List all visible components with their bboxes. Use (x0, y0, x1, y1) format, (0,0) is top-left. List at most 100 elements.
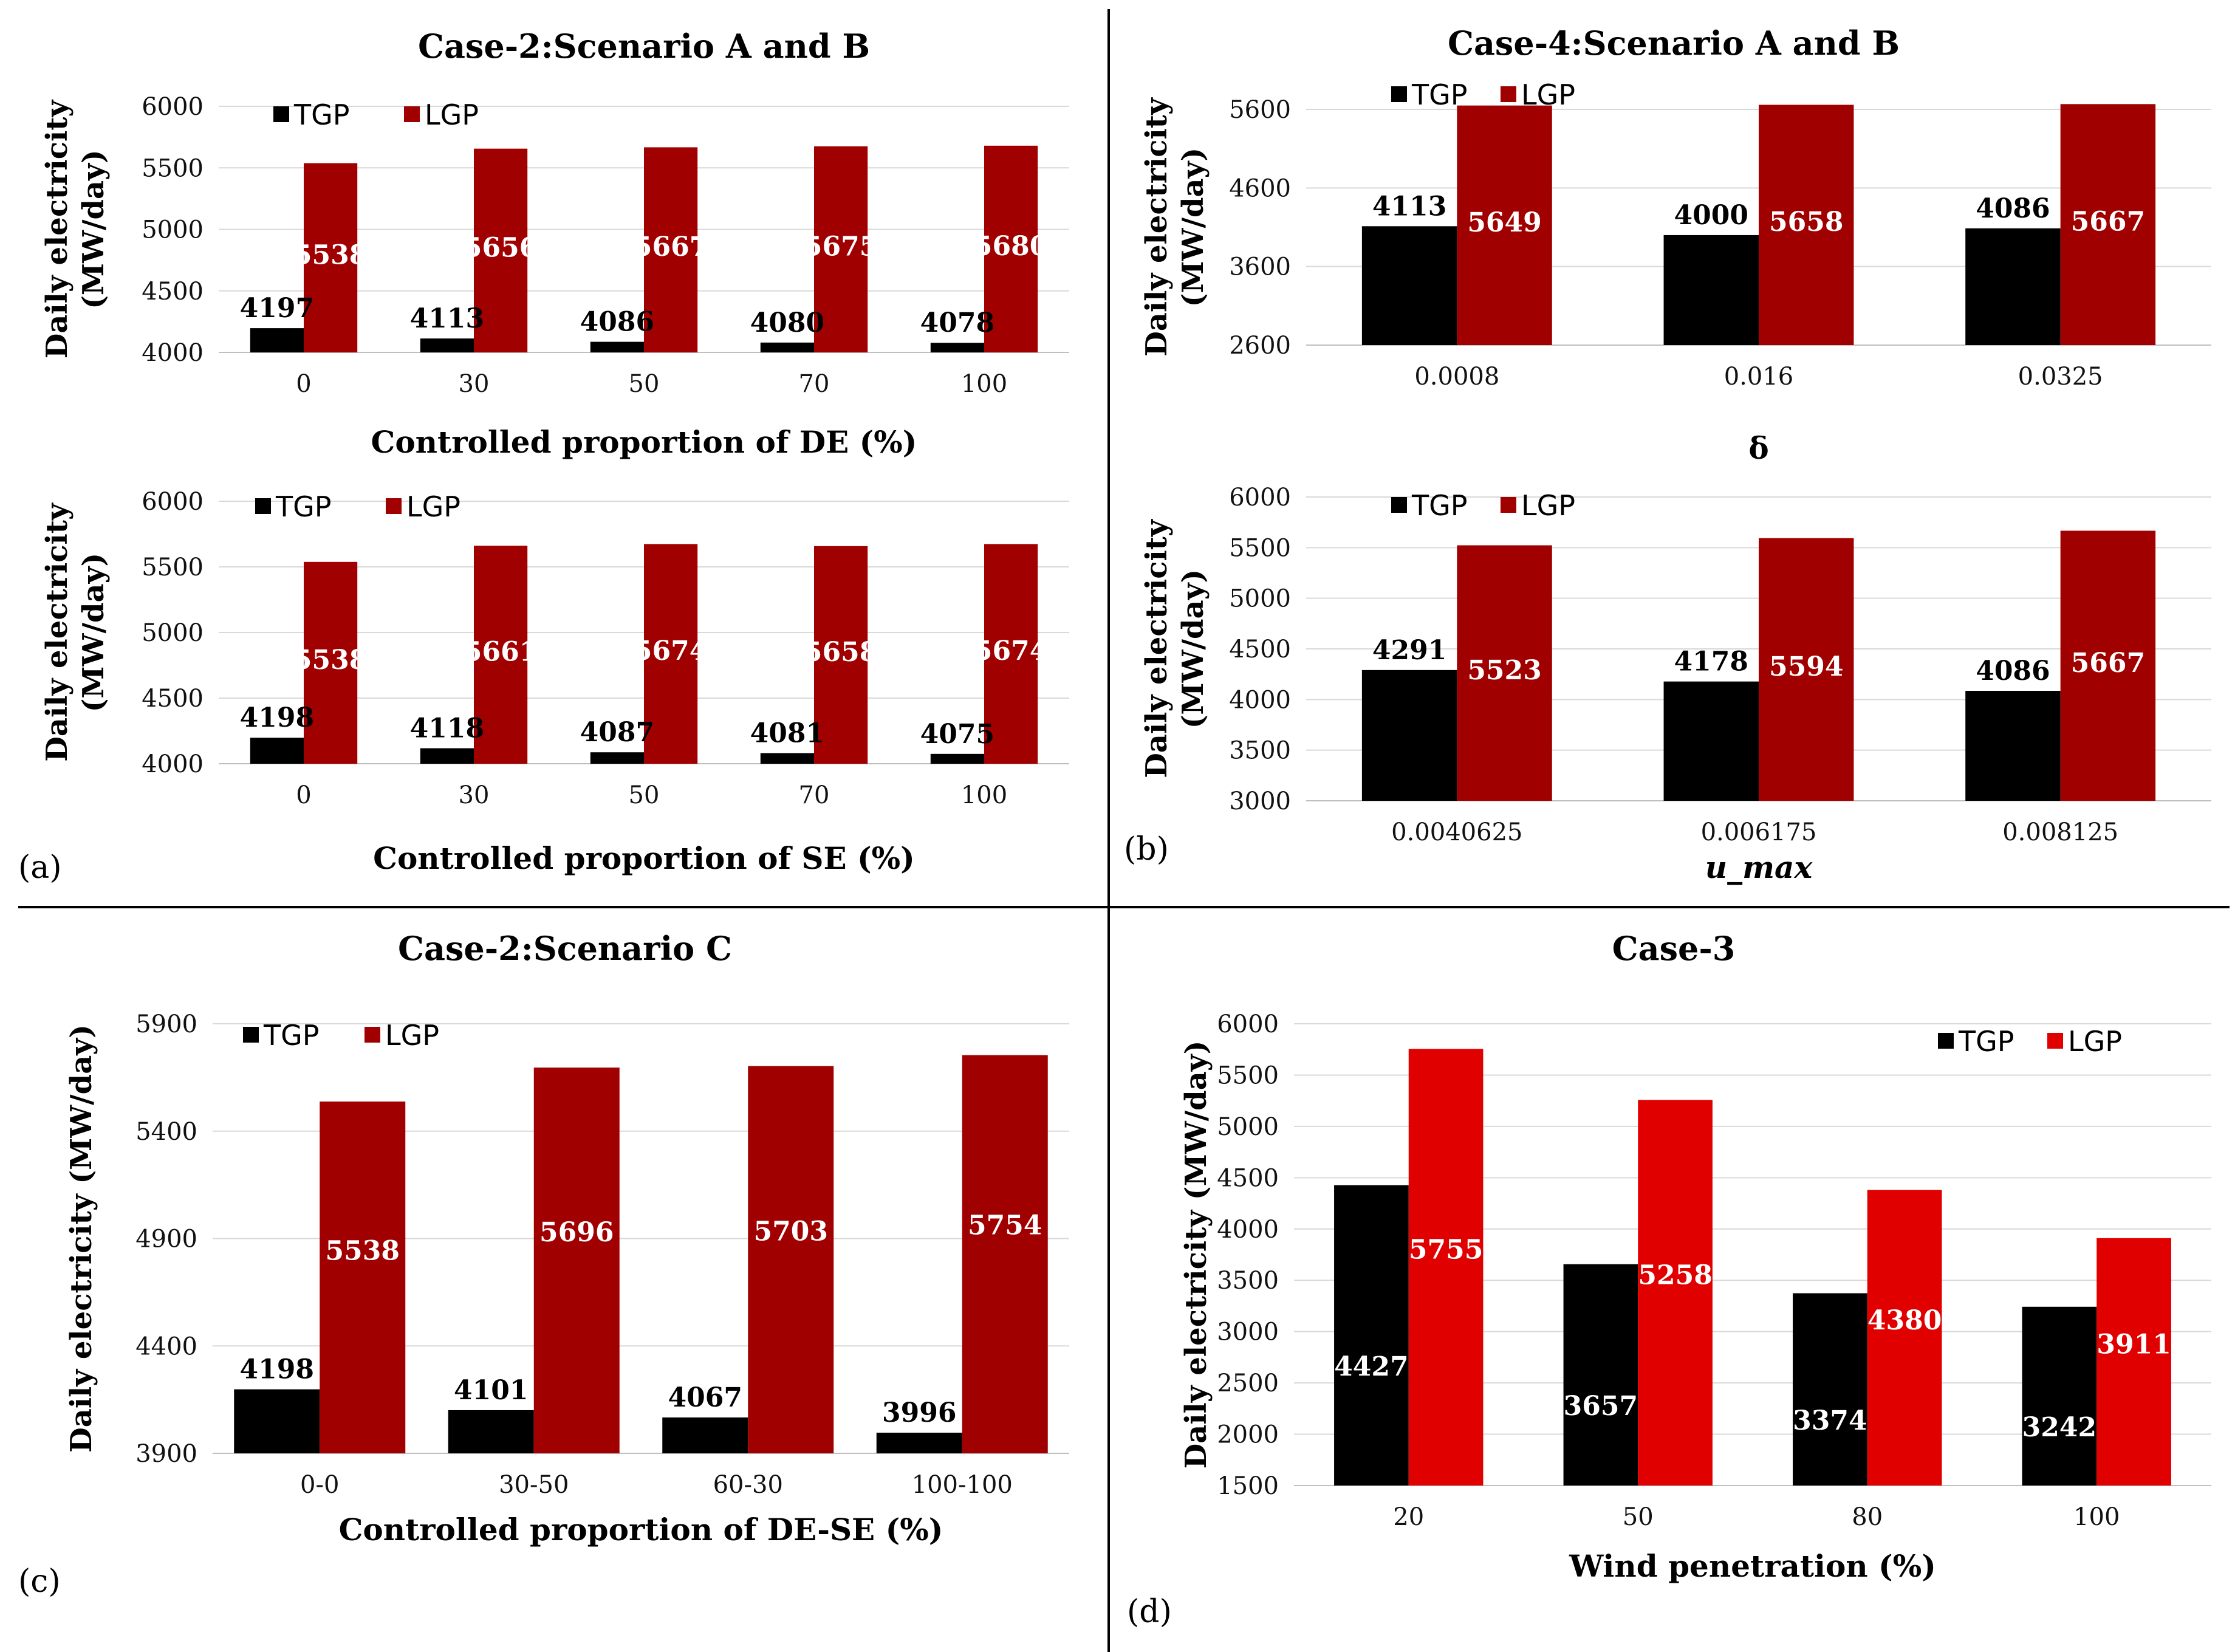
panel-tag-d: (d) (1127, 1594, 1172, 1630)
x-tick-label: 20 (1393, 1503, 1424, 1531)
tgp-bar (1663, 235, 1759, 345)
y-tick-label: 3900 (135, 1440, 197, 1468)
y-tick-label: 4600 (1229, 174, 1291, 202)
tgp-bar (760, 753, 814, 764)
legend-tgp-label: TGP (1958, 1025, 2014, 1058)
y-tick-label: 5000 (1217, 1113, 1279, 1141)
y-axis-label: Daily electricity (40, 99, 74, 359)
y-tick-label: 3500 (1217, 1267, 1279, 1295)
x-axis-label: Wind penetration (%) (1569, 1548, 1936, 1584)
y-tick-label: 6000 (1217, 1010, 1279, 1038)
legend-lgp-swatch (386, 498, 402, 514)
tgp-bar (590, 341, 644, 352)
x-tick-label: 50 (629, 781, 660, 809)
legend-tgp-label: TGP (293, 98, 349, 131)
lgp-bar (304, 163, 358, 352)
tgp-data-label: 4078 (920, 307, 994, 338)
tgp-bar (876, 1433, 962, 1453)
y-tick-label: 6000 (142, 488, 204, 516)
lgp-data-label: 5674 (634, 636, 708, 667)
y-tick-label: 4500 (1217, 1164, 1279, 1192)
lgp-bar (644, 544, 698, 764)
y-tick-label: 4000 (1217, 1216, 1279, 1244)
x-tick-label: 50 (629, 370, 660, 398)
y-tick-label: 5500 (142, 554, 204, 581)
lgp-data-label: 5703 (754, 1216, 828, 1247)
y-tick-label: 5000 (1229, 585, 1291, 613)
tgp-bar (590, 752, 644, 764)
tgp-bar (1334, 1185, 1409, 1486)
legend-tgp-swatch (1391, 497, 1407, 513)
legend-tgp-swatch (243, 1027, 259, 1043)
y-tick-label: 4400 (135, 1332, 197, 1360)
x-tick-label: 0.0008 (1414, 363, 1499, 391)
y-tick-label: 5500 (142, 154, 204, 182)
tgp-bar (250, 738, 304, 764)
legend-tgp-swatch (1938, 1033, 1954, 1049)
y-tick-label: 5900 (135, 1010, 197, 1038)
y-tick-label: 3500 (1229, 737, 1291, 765)
tgp-data-label: 4118 (410, 713, 484, 744)
x-tick-label: 0.006175 (1701, 818, 1817, 846)
x-axis-label: u_max (1705, 849, 1813, 885)
legend-tgp-swatch (255, 498, 271, 514)
tgp-data-label: 4427 (1334, 1351, 1408, 1382)
legend-tgp-swatch (273, 106, 289, 122)
lgp-data-label: 5258 (1638, 1260, 1712, 1291)
x-axis-label: Controlled proportion of SE (%) (373, 840, 915, 876)
y-axis-label: Daily electricity (1140, 518, 1174, 778)
x-axis-label: δ (1748, 430, 1768, 466)
x-tick-label: 0.0325 (2018, 363, 2103, 391)
lgp-data-label: 5675 (804, 231, 878, 262)
tgp-bar (420, 338, 474, 352)
lgp-bar (320, 1101, 406, 1453)
legend-tgp-label: TGP (1411, 489, 1467, 522)
x-tick-label: 100 (961, 370, 1007, 398)
tgp-bar (930, 343, 984, 352)
legend-lgp-swatch (1501, 497, 1516, 513)
lgp-bar (748, 1066, 834, 1453)
y-tick-label: 4000 (1229, 686, 1291, 714)
lgp-data-label: 5538 (326, 1236, 400, 1267)
tgp-data-label: 4101 (454, 1375, 528, 1406)
y-tick-label: 4500 (142, 685, 204, 713)
y-tick-label: 5500 (1217, 1061, 1279, 1089)
x-tick-label: 30 (459, 370, 490, 398)
lgp-data-label: 5661 (464, 637, 538, 668)
y-axis-label-units: (MW/day) (1176, 148, 1210, 307)
tgp-data-label: 4086 (580, 307, 654, 338)
chart-title: Case-3 (1612, 929, 1736, 968)
y-tick-label: 3000 (1229, 787, 1291, 815)
lgp-data-label: 3911 (2096, 1329, 2171, 1360)
y-tick-label: 6000 (1229, 484, 1291, 512)
x-tick-label: 0.016 (1724, 363, 1794, 391)
x-tick-label: 0 (296, 781, 311, 809)
x-tick-label: 80 (1852, 1503, 1883, 1531)
lgp-bar (984, 544, 1038, 764)
tgp-data-label: 4067 (668, 1382, 742, 1413)
tgp-bar (1965, 691, 2061, 801)
lgp-bar (1638, 1100, 1713, 1486)
y-tick-label: 4000 (142, 750, 204, 778)
legend-lgp-swatch (1501, 86, 1516, 102)
legend-lgp-label: LGP (1521, 489, 1575, 522)
panel-tag-b: (b) (1124, 831, 1169, 868)
y-axis-label-units: (MW/day) (1176, 569, 1210, 729)
x-tick-label: 60-30 (713, 1471, 783, 1499)
lgp-bar (814, 146, 868, 352)
tgp-bar (1361, 670, 1457, 801)
lgp-bar (962, 1055, 1048, 1453)
lgp-bar (304, 561, 358, 764)
chart-case2-scenario-ab-se: 4000 4500 5000 5500 6000 Daily electricity (MW… (40, 488, 1069, 876)
x-tick-label: 50 (1623, 1503, 1654, 1531)
lgp-data-label: 5755 (1409, 1235, 1483, 1266)
legend-lgp-swatch (365, 1027, 380, 1043)
x-tick-label: 0.008125 (2002, 818, 2118, 846)
lgp-data-label: 5667 (2071, 207, 2145, 238)
x-axis-label: Controlled proportion of DE-SE (%) (339, 1512, 943, 1547)
lgp-bar (474, 148, 528, 352)
tgp-data-label: 3657 (1564, 1391, 1638, 1422)
lgp-bar (474, 546, 528, 764)
tgp-bar (250, 328, 304, 352)
legend-lgp-label: LGP (2068, 1025, 2122, 1058)
